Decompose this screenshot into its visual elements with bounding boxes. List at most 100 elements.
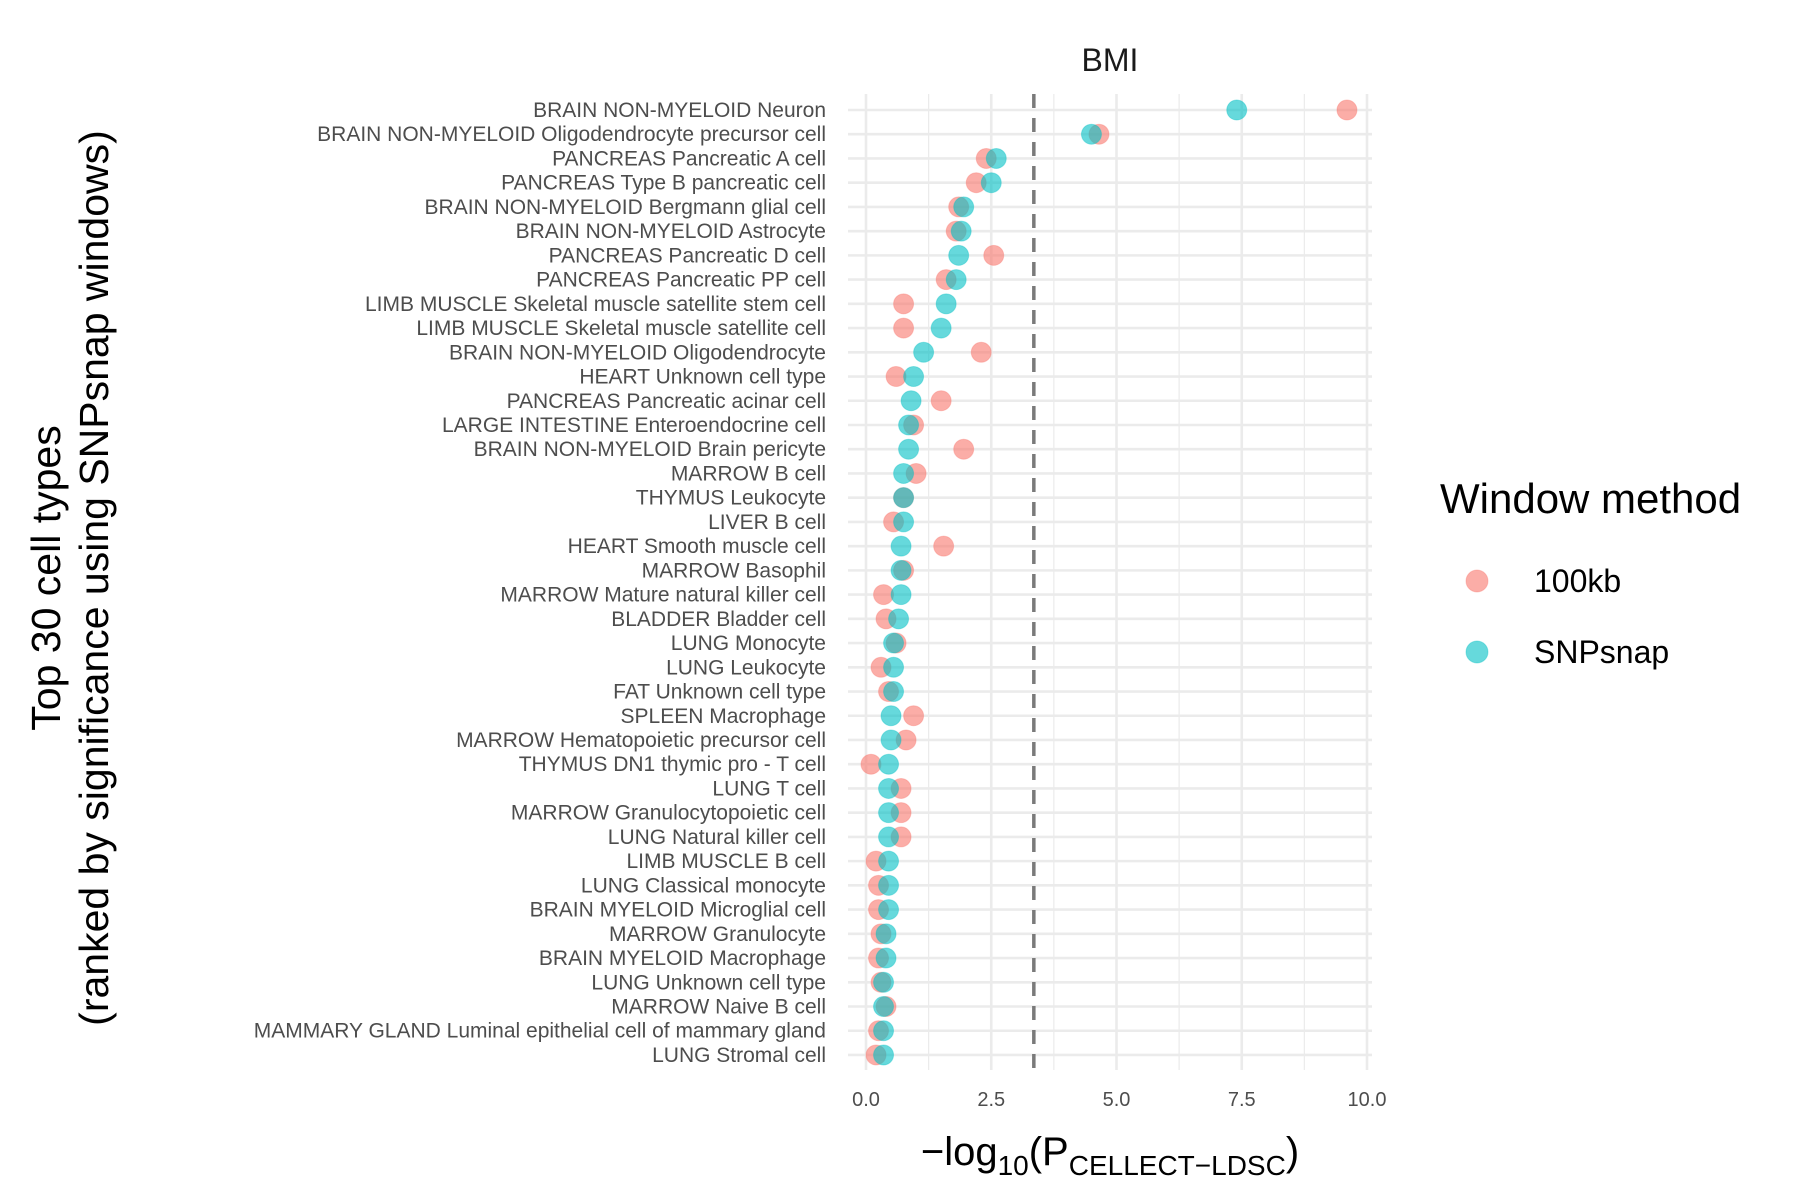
x-tick-label: 7.5 [1228, 1089, 1256, 1111]
legend-label-snpsnap: SNPsnap [1534, 634, 1669, 670]
grid-layer [848, 94, 1372, 1070]
point-100kb [953, 438, 975, 460]
point-snpsnap [880, 705, 902, 727]
x-axis-title-close-paren: ) [1286, 1130, 1299, 1174]
point-snpsnap [878, 802, 900, 824]
category-label: MARROW Granulocytopoietic cell [511, 802, 826, 825]
category-label: LIMB MUSCLE Skeletal muscle satellite st… [365, 293, 826, 316]
category-label: MARROW Basophil [642, 559, 826, 582]
x-axis-title-log-base: 10 [998, 1150, 1029, 1181]
point-snpsnap [878, 826, 900, 848]
point-snpsnap [878, 874, 900, 896]
point-snpsnap [873, 1020, 895, 1042]
point-snpsnap [883, 632, 905, 654]
x-axis-title-open-paren: (P [1029, 1130, 1069, 1174]
category-label: SPLEEN Macrophage [621, 705, 826, 728]
point-snpsnap [890, 535, 912, 557]
point-snpsnap [873, 971, 895, 993]
category-label: THYMUS DN1 thymic pro - T cell [519, 753, 826, 776]
category-label: PANCREAS Pancreatic PP cell [536, 269, 826, 292]
x-tick-labels: 0.0 2.5 5.0 7.5 10.0 [852, 1089, 1386, 1111]
category-label: LUNG Monocyte [671, 632, 826, 655]
x-tick-label: 10.0 [1348, 1089, 1387, 1111]
point-snpsnap [980, 172, 1002, 194]
point-snpsnap [898, 438, 920, 460]
x-axis-title-prefix: −log [921, 1130, 998, 1174]
point-snpsnap [953, 196, 975, 218]
point-snpsnap [883, 656, 905, 678]
point-100kb [893, 317, 915, 339]
x-axis-title: −log10(PCELLECT−LDSC) [921, 1130, 1299, 1181]
category-label: BRAIN MYELOID Microglial cell [530, 899, 826, 922]
point-snpsnap [875, 923, 897, 945]
point-snpsnap [888, 608, 910, 630]
point-snpsnap [903, 366, 925, 388]
category-label: LUNG Classical monocyte [581, 874, 826, 897]
point-100kb [983, 244, 1005, 266]
point-100kb [885, 366, 907, 388]
point-snpsnap [873, 1044, 895, 1066]
category-label: MARROW Granulocyte [609, 923, 826, 946]
category-label: BRAIN NON-MYELOID Brain pericyte [474, 438, 826, 461]
legend-title: Window method [1440, 475, 1741, 522]
x-tick-label: 0.0 [852, 1089, 880, 1111]
y-axis-title-line1: Top 30 cell types [23, 425, 69, 730]
y-axis-title-line2: (ranked by significance using SNPsnap wi… [71, 130, 117, 1026]
category-label: LUNG Natural killer cell [608, 826, 826, 849]
category-label: LIVER B cell [708, 511, 826, 534]
category-label: LUNG Unknown cell type [591, 971, 826, 994]
point-100kb [903, 705, 925, 727]
category-label: BRAIN MYELOID Macrophage [539, 947, 826, 970]
category-label: LUNG T cell [712, 777, 826, 800]
points-layer [860, 99, 1358, 1066]
legend-swatch-snpsnap [1465, 640, 1489, 664]
x-axis-title-subscript: CELLECT−LDSC [1069, 1150, 1286, 1181]
point-snpsnap [890, 584, 912, 606]
legend-label-100kb: 100kb [1534, 563, 1621, 599]
point-snpsnap [878, 899, 900, 921]
point-snpsnap [1080, 123, 1102, 145]
category-label: PANCREAS Pancreatic D cell [549, 244, 826, 267]
category-label: PANCREAS Type B pancreatic cell [501, 172, 826, 195]
point-snpsnap [878, 850, 900, 872]
point-snpsnap [985, 147, 1007, 169]
category-label: MARROW B cell [671, 462, 826, 485]
legend-swatch-100kb [1465, 569, 1489, 593]
point-snpsnap [950, 220, 972, 242]
point-snpsnap [878, 753, 900, 775]
category-label: MARROW Hematopoietic precursor cell [456, 729, 826, 752]
point-snpsnap [1226, 99, 1248, 121]
category-label: HEART Smooth muscle cell [568, 535, 826, 558]
point-snpsnap [890, 559, 912, 581]
point-snpsnap [893, 462, 915, 484]
category-label: BRAIN NON-MYELOID Bergmann glial cell [425, 196, 826, 219]
category-label: LIMB MUSCLE B cell [626, 850, 826, 873]
category-label: BRAIN NON-MYELOID Oligodendrocyte [449, 341, 826, 364]
category-label: FAT Unknown cell type [613, 681, 826, 704]
point-snpsnap [873, 996, 895, 1018]
category-label: MARROW Mature natural killer cell [500, 584, 826, 607]
point-snpsnap [898, 414, 920, 436]
category-label: PANCREAS Pancreatic acinar cell [507, 390, 826, 413]
category-label: BRAIN NON-MYELOID Oligodendrocyte precur… [317, 123, 826, 146]
x-tick-label: 2.5 [977, 1089, 1005, 1111]
x-tick-label: 5.0 [1103, 1089, 1131, 1111]
point-snpsnap [913, 341, 935, 363]
point-100kb [933, 535, 955, 557]
category-label: LUNG Leukocyte [666, 656, 826, 679]
category-label: LARGE INTESTINE Enteroendocrine cell [442, 414, 826, 437]
point-snpsnap [930, 317, 952, 339]
point-snpsnap [935, 293, 957, 315]
point-100kb [970, 341, 992, 363]
point-100kb [1336, 99, 1358, 121]
point-100kb [873, 584, 895, 606]
category-label: PANCREAS Pancreatic A cell [552, 147, 826, 170]
category-label: BRAIN NON-MYELOID Astrocyte [516, 220, 826, 243]
point-snpsnap [900, 390, 922, 412]
category-label: THYMUS Leukocyte [636, 487, 826, 510]
category-label: LUNG Stromal cell [652, 1044, 826, 1067]
category-label: BRAIN NON-MYELOID Neuron [533, 99, 826, 122]
category-label: BLADDER Bladder cell [611, 608, 826, 631]
